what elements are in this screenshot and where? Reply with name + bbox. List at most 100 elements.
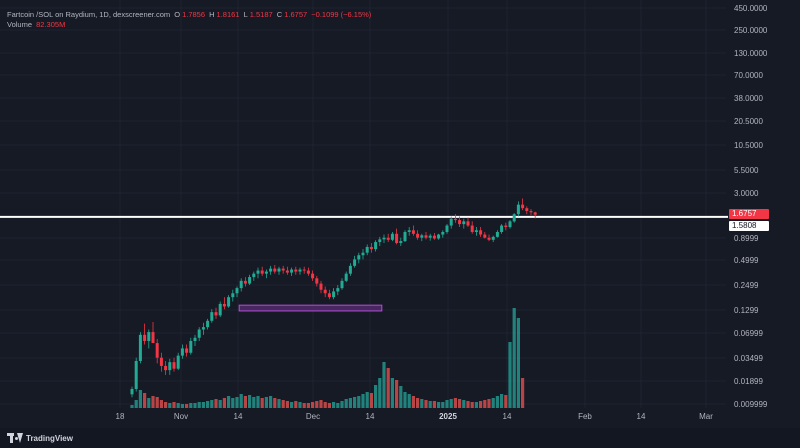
candle-body <box>130 389 134 395</box>
volume-bar <box>185 404 189 408</box>
volume-bar <box>382 362 386 408</box>
time-tick-label: 14 <box>503 412 512 421</box>
candle-body <box>458 220 462 225</box>
candle <box>168 358 172 375</box>
volume-bar <box>189 403 193 408</box>
volume-bar <box>227 396 231 408</box>
volume-bar <box>374 385 378 408</box>
candle <box>134 357 138 392</box>
candle <box>235 286 239 298</box>
candle-body <box>483 234 487 238</box>
price-tick-label: 70.0000 <box>734 71 763 80</box>
volume-bar <box>290 402 294 408</box>
price-tick-label: 0.1299 <box>734 306 759 315</box>
tradingview-logo[interactable]: TradingView <box>7 432 73 444</box>
price-tick-label: 5.5000 <box>734 166 759 175</box>
open-label: O <box>174 10 181 19</box>
candle <box>525 206 529 215</box>
candle <box>222 297 226 310</box>
volume-bar <box>218 400 222 408</box>
candle-body <box>222 303 226 307</box>
volume-bar <box>130 405 134 408</box>
price-tick-label: 20.5000 <box>734 117 763 126</box>
candle-body <box>239 280 243 289</box>
close-label: C <box>276 10 283 19</box>
volume-bar <box>260 398 264 408</box>
candle-body <box>474 230 478 232</box>
volume-bar <box>365 392 369 408</box>
horizontal-line-price-label: 1.5808 <box>729 221 769 231</box>
time-tick-label: 18 <box>116 412 125 421</box>
candle-body <box>306 270 310 274</box>
legend-volume-line: Volume 82.305M <box>7 20 373 30</box>
candle-body <box>248 277 252 284</box>
candle-body <box>319 283 323 290</box>
tradingview-brand-text: TradingView <box>26 433 73 443</box>
candle-body <box>449 218 453 226</box>
candle <box>504 222 508 231</box>
low-label: L <box>243 10 248 19</box>
candle <box>424 231 428 240</box>
volume-bar <box>269 396 273 408</box>
candle <box>218 301 222 318</box>
volume-value: 82.305M <box>36 20 66 29</box>
candle-body <box>269 268 273 272</box>
candle-body <box>134 361 138 390</box>
support-zone-rectangle[interactable] <box>238 304 383 312</box>
candle-body <box>399 241 403 243</box>
volume-bar <box>164 402 168 408</box>
candle <box>479 227 483 237</box>
candle <box>273 264 277 274</box>
candle-body <box>353 259 357 266</box>
candle <box>378 236 382 246</box>
volume-bar <box>155 397 159 408</box>
candle <box>533 211 537 219</box>
volume-bar <box>180 404 184 408</box>
candle <box>416 230 420 240</box>
time-tick-label: Nov <box>174 412 188 421</box>
volume-bar <box>168 403 172 408</box>
volume-label: Volume <box>7 20 33 29</box>
volume-bar <box>315 401 319 408</box>
volume-bar <box>512 308 516 408</box>
candle <box>403 230 407 243</box>
candle <box>214 307 218 319</box>
volume-bar <box>332 402 336 408</box>
volume-bar <box>243 396 247 408</box>
volume-bar <box>428 401 432 408</box>
volume-bar <box>176 403 180 408</box>
candle <box>428 233 432 241</box>
candle-body <box>407 230 411 232</box>
candle-body <box>218 303 222 316</box>
price-tick-label: 0.2499 <box>734 281 759 290</box>
candle <box>239 278 243 292</box>
candle <box>260 266 264 276</box>
candle <box>332 288 336 300</box>
candle <box>466 217 470 228</box>
candle-body <box>382 237 386 240</box>
candle-body <box>260 270 264 274</box>
candle-body <box>495 231 499 237</box>
candle <box>483 231 487 239</box>
volume-bar <box>277 399 281 408</box>
price-chart[interactable]: 450.0000 250.0000 130.0000 70.0000 38.0000 20… <box>0 0 800 428</box>
volume-bar <box>231 398 235 408</box>
time-tick-label: 14 <box>366 412 375 421</box>
candle <box>411 225 415 236</box>
volume-bar <box>474 402 478 408</box>
volume-bar <box>466 401 470 408</box>
volume-bar <box>201 402 205 408</box>
volume-bar <box>323 402 327 408</box>
candle <box>521 198 525 211</box>
candle <box>302 266 306 274</box>
high-value: 1.8161 <box>216 10 240 19</box>
candle <box>159 352 163 372</box>
volume-bar <box>281 400 285 408</box>
candle-body <box>327 293 331 298</box>
volume-bar <box>495 396 499 408</box>
chart-grid <box>0 0 726 408</box>
candle-body <box>315 278 319 284</box>
candle-body <box>441 231 445 235</box>
candle-body <box>344 273 348 281</box>
candle <box>227 295 231 308</box>
